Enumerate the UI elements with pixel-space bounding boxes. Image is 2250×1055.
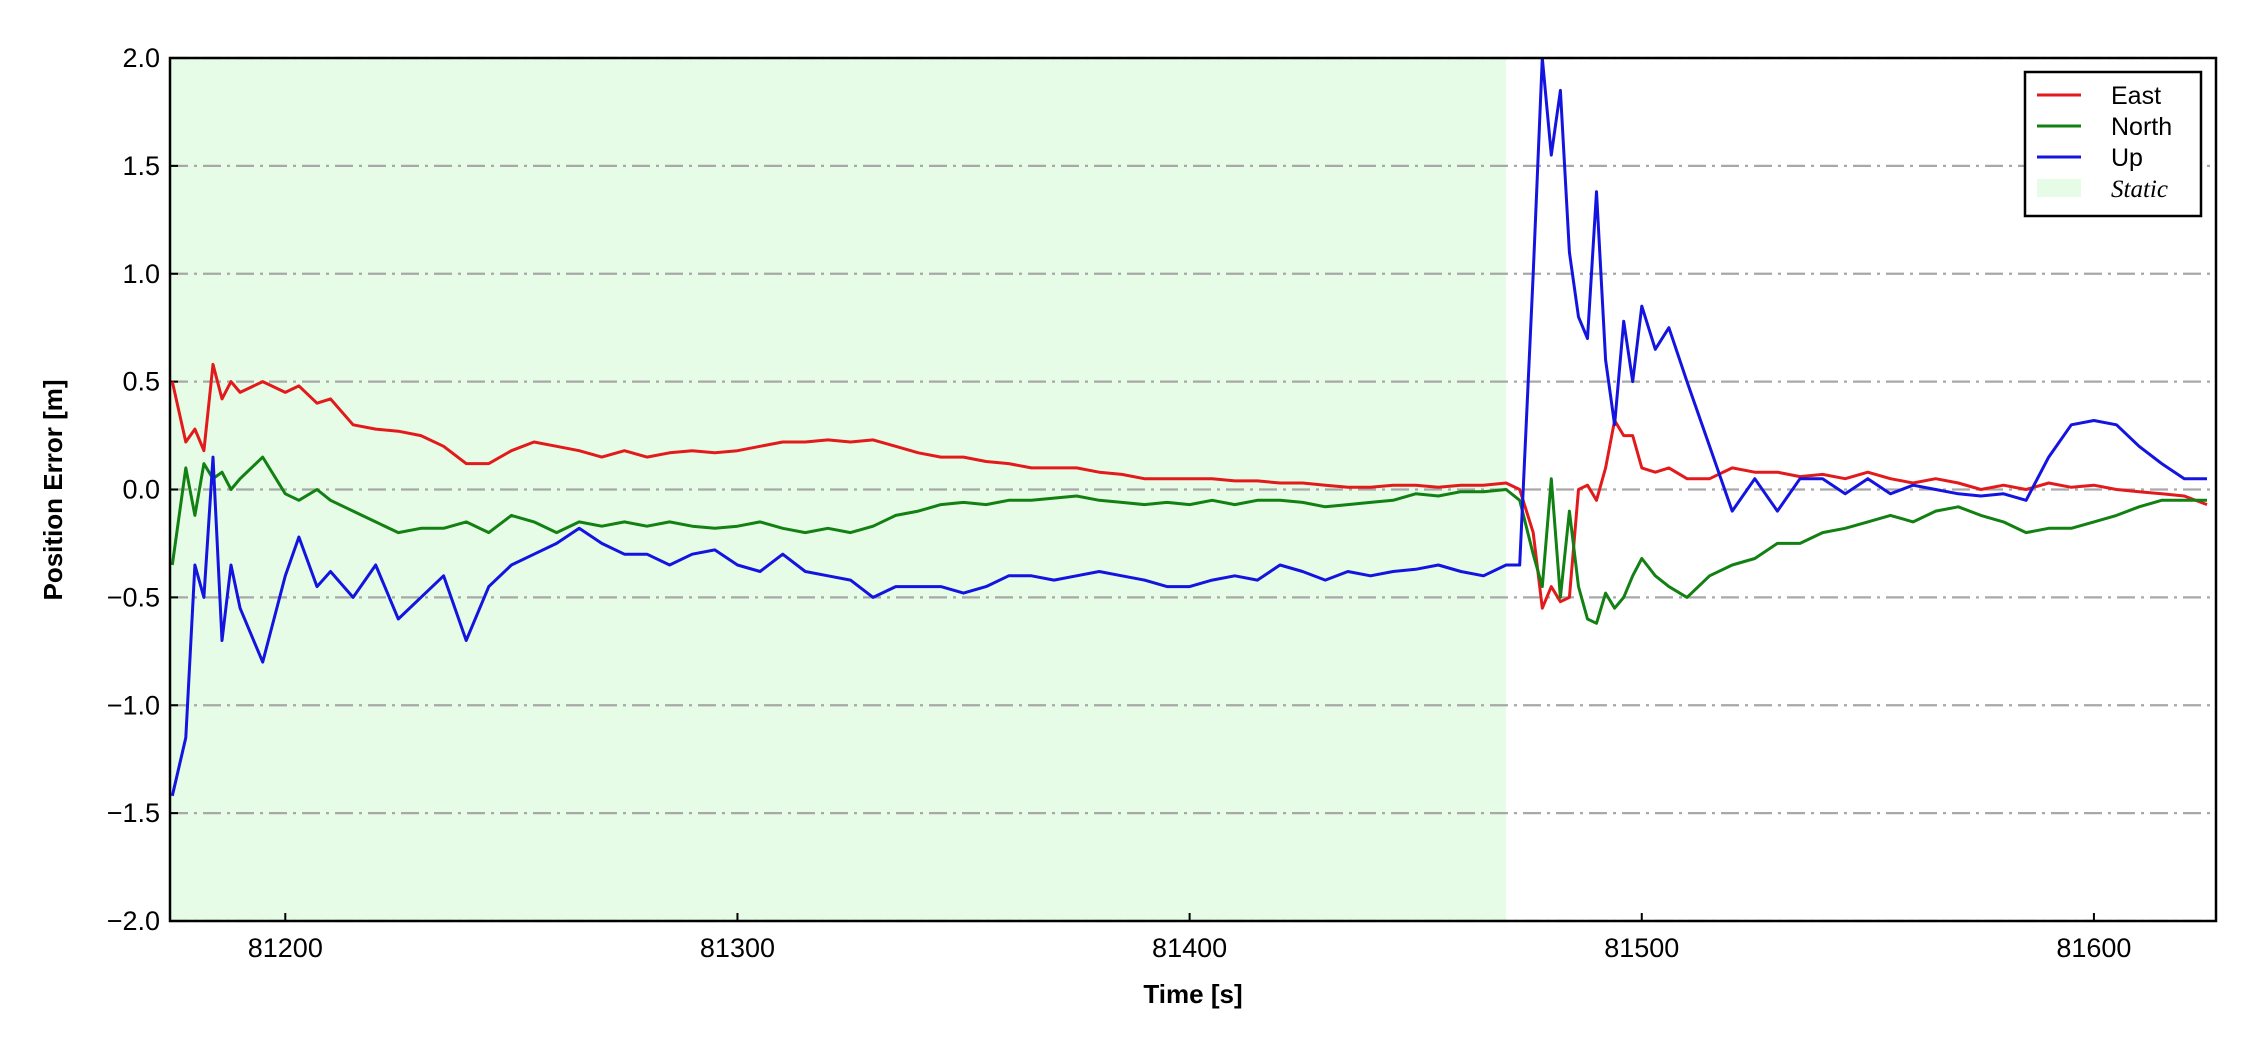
y-tick-label: −0.5	[107, 582, 160, 612]
y-axis-label: Position Error [m]	[38, 379, 68, 600]
x-tick-label: 81500	[1604, 933, 1679, 963]
legend-label: Static	[2111, 176, 2168, 203]
x-tick-label: 81200	[248, 933, 323, 963]
x-axis-label: Time [s]	[1143, 979, 1242, 1009]
legend-label: Up	[2111, 144, 2143, 172]
x-tick-label: 81400	[1152, 933, 1227, 963]
y-tick-label: −1.5	[107, 798, 160, 828]
series-line	[170, 455, 2207, 625]
y-tick-label: 1.0	[122, 259, 160, 289]
x-tick-label: 81300	[700, 933, 775, 963]
plot-frame	[168, 56, 2218, 923]
y-tick-label: −1.0	[107, 690, 160, 720]
y-tick-label: 0.5	[122, 367, 160, 397]
x-tick-label: 81600	[2056, 933, 2131, 963]
y-tick-label: 0.0	[122, 475, 160, 505]
plot-lines	[170, 58, 2208, 797]
y-tick-label: 1.5	[122, 151, 160, 181]
series-line	[170, 58, 2207, 797]
legend-label: North	[2111, 113, 2172, 141]
legend-label: East	[2111, 82, 2161, 110]
y-tick-label: 2.0	[122, 43, 160, 73]
legend-swatch	[2037, 179, 2081, 197]
y-tick-label: −2.0	[107, 906, 160, 936]
series-line	[170, 362, 2208, 610]
